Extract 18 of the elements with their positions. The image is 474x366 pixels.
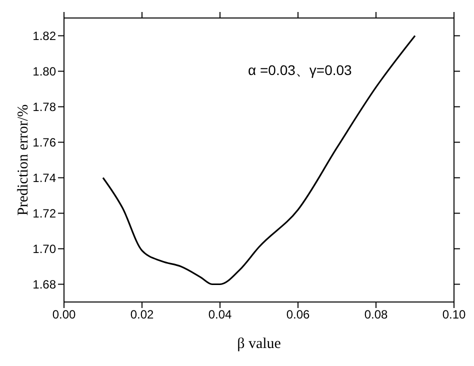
line-series: [102, 34, 416, 286]
x-tick-label: 0.02: [130, 308, 154, 322]
x-tick-label: 0.00: [52, 308, 76, 322]
y-tick-label: 1.76: [32, 136, 56, 150]
x-tick-label: 0.06: [286, 308, 310, 322]
y-tick-label: 1.78: [32, 100, 56, 114]
y-tick-label: 1.72: [32, 206, 56, 221]
y-tick-label: 1.70: [32, 242, 56, 256]
y-tick-label: 1.82: [32, 29, 56, 44]
y-tick-label: 1.80: [32, 64, 56, 79]
y-tick-label: 1.68: [32, 278, 56, 292]
x-tick-label: 0.04: [208, 308, 232, 322]
x-tick-label: 0.08: [364, 308, 388, 322]
x-tick-label: 0.10: [442, 308, 466, 322]
x-axis-title: β value: [237, 336, 282, 352]
annotation: α =0.03、γ=0.03: [248, 62, 352, 80]
y-axis-title: Prediction error/%: [15, 104, 32, 216]
y-tick-label: 1.74: [32, 171, 56, 186]
